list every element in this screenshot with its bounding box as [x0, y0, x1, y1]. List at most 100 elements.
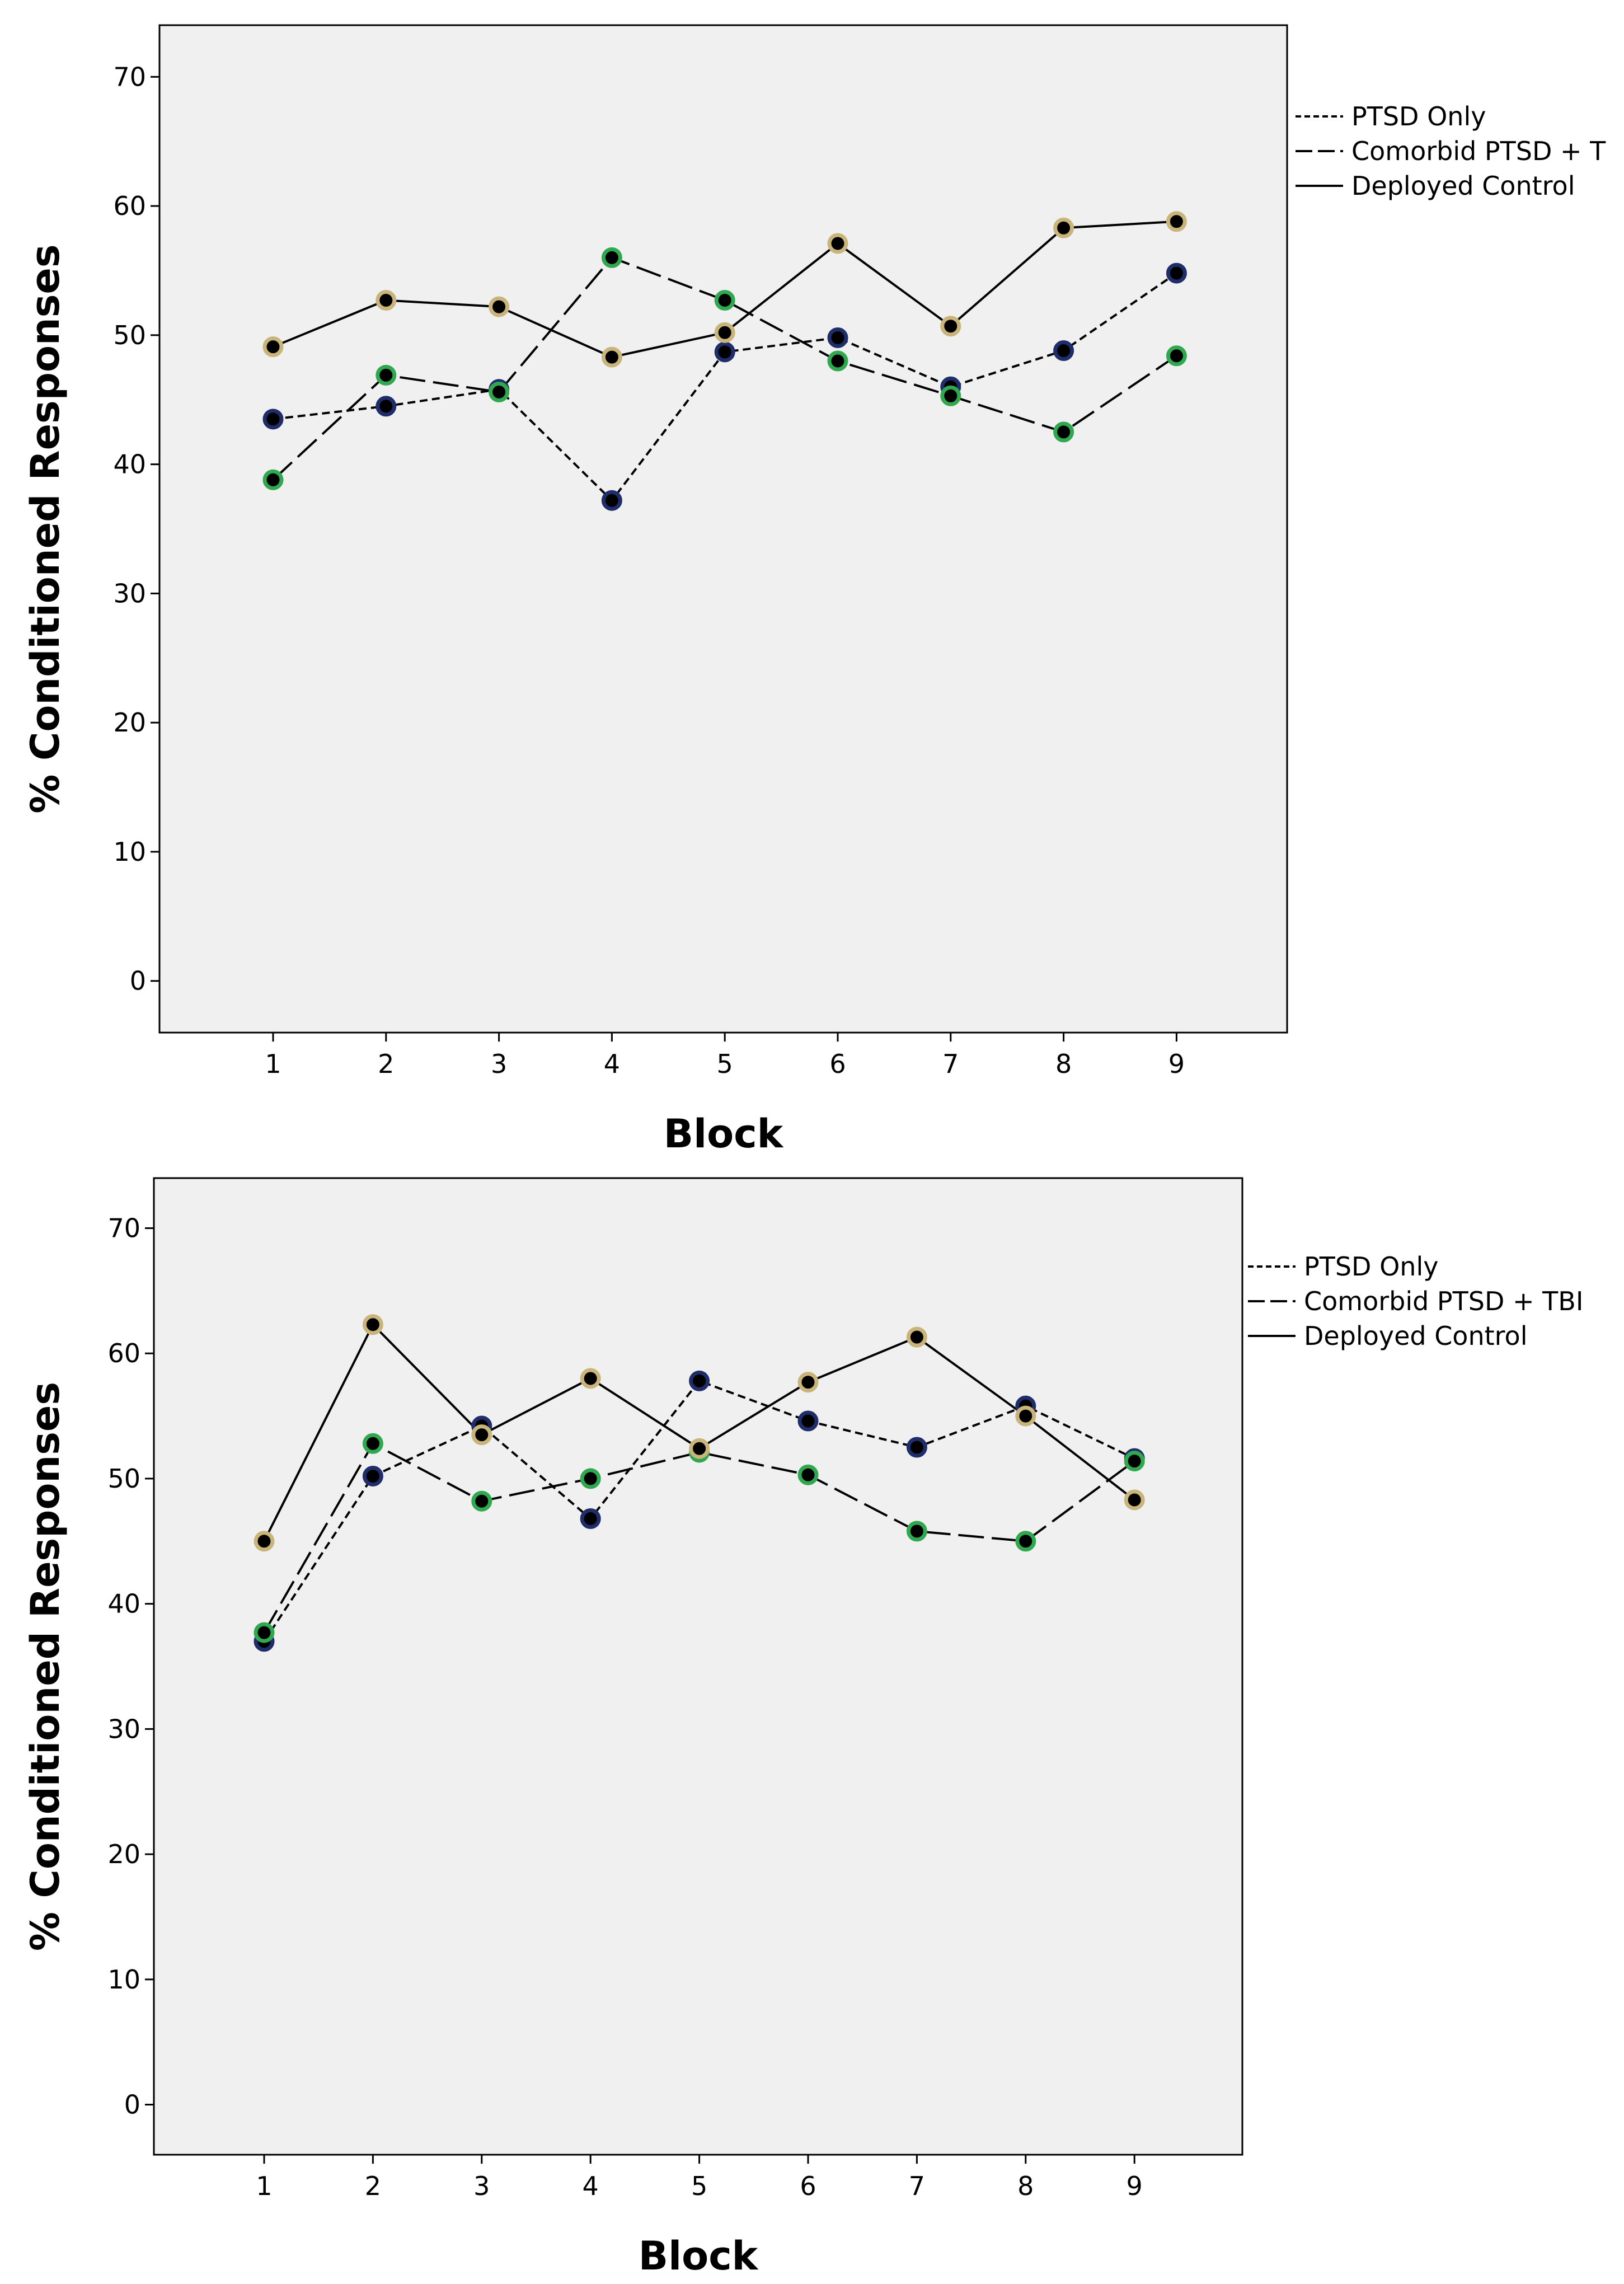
point-s1-b2: [362, 1465, 383, 1486]
point-s2-b9: [1166, 345, 1187, 367]
point-s1-b8: [1053, 340, 1074, 362]
y-tick-label-20: 20: [113, 707, 146, 738]
x-tick-label-9: 9: [1127, 2171, 1143, 2201]
y-axis-title: % Conditioned Responses: [22, 244, 68, 813]
series-line-1: [263, 1380, 1135, 1642]
point-s2-b6: [827, 350, 848, 372]
legend: PTSD Only Comorbid PTSD + TBI Deployed Con…: [1245, 1245, 1624, 1363]
legend-label-1: PTSD Only: [1304, 1251, 1438, 1282]
y-axis-title: % Conditioned Responses: [22, 1382, 68, 1951]
point-s2-b8: [1015, 1531, 1036, 1552]
point-s3-b4: [580, 1368, 601, 1389]
plot-area: [158, 24, 1288, 1034]
point-s2-b3: [471, 1490, 492, 1512]
y-tick-label-50: 50: [107, 1464, 140, 1494]
x-tick-label-8: 8: [1017, 2171, 1034, 2201]
point-s1-b4: [601, 490, 622, 511]
series-line-2: [272, 256, 1177, 481]
x-tick-label-4: 4: [604, 1049, 620, 1079]
legend-label-2: Comorbid PTSD + TBI: [1304, 1286, 1583, 1316]
y-tick-label-20: 20: [107, 1839, 140, 1869]
x-tick-label-8: 8: [1055, 1049, 1072, 1079]
x-tick-label-1: 1: [265, 1049, 281, 1079]
point-s3-b3: [489, 296, 510, 317]
y-tick-label-60: 60: [113, 191, 146, 221]
x-tick-label-5: 5: [691, 2171, 707, 2201]
point-s2-b4: [580, 1468, 601, 1489]
chart-1: 0 10 20 30 40 50 60 70 1 2 3 4 5 6 7 8 9 Block % Condition…: [22, 24, 1624, 1157]
legend: PTSD Only Comorbid PTSD + T Deployed Contr…: [1293, 95, 1624, 221]
x-tick-label-5: 5: [717, 1049, 733, 1079]
y-tick-label-70: 70: [107, 1213, 140, 1243]
chart-2: 0 10 20 30 40 50 60 70 1 2 3 4 5 6 7 8 9 Block % Condition…: [22, 1177, 1624, 2279]
point-s2-b9: [1124, 1451, 1145, 1472]
point-s1-b2: [376, 396, 397, 417]
point-s3-b2: [362, 1314, 383, 1335]
x-tick-label-3: 3: [491, 1049, 507, 1079]
y-tick-label-40: 40: [113, 449, 146, 480]
point-s3-b9: [1166, 211, 1187, 232]
point-s3-b4: [601, 346, 622, 368]
point-s2-b6: [797, 1464, 819, 1485]
point-s3-b3: [471, 1424, 492, 1446]
point-s2-b7: [940, 385, 961, 406]
legend-label-1: PTSD Only: [1351, 101, 1486, 132]
x-tick-label-9: 9: [1168, 1049, 1185, 1079]
x-tick-label-4: 4: [583, 2171, 599, 2201]
legend-label-2: Comorbid PTSD + T: [1351, 136, 1606, 166]
point-s3-b1: [254, 1531, 275, 1552]
point-s1-b6: [827, 327, 848, 348]
y-tick-label-60: 60: [107, 1338, 140, 1368]
x-tick-label-7: 7: [909, 2171, 925, 2201]
y-tick-label-0: 0: [124, 2090, 140, 2120]
y-tick-label-10: 10: [107, 1964, 140, 1995]
point-s3-b5: [714, 322, 735, 343]
y-tick-label-70: 70: [113, 62, 146, 92]
point-s2-b4: [601, 247, 622, 268]
x-tick-label-1: 1: [256, 2171, 272, 2201]
point-s3-b1: [262, 336, 284, 358]
point-s1-b7: [906, 1437, 927, 1458]
point-s2-b5: [714, 290, 735, 311]
point-s1-b9: [1166, 262, 1187, 284]
point-s3-b2: [376, 290, 397, 311]
y-tick-label-50: 50: [113, 320, 146, 350]
point-s1-b4: [580, 1508, 601, 1530]
point-s2-b3: [489, 381, 510, 402]
y-tick-label-30: 30: [113, 578, 146, 608]
point-s2-b1: [262, 469, 284, 490]
x-axis-title: Block: [664, 1111, 784, 1157]
y-tick-label-10: 10: [113, 837, 146, 867]
x-tick-label-6: 6: [829, 1049, 846, 1079]
x-tick-label-6: 6: [800, 2171, 816, 2201]
point-s3-b8: [1015, 1405, 1036, 1427]
point-s3-b9: [1124, 1489, 1145, 1511]
point-s2-b8: [1053, 421, 1074, 443]
y-tick-label-40: 40: [107, 1589, 140, 1619]
point-s1-b6: [797, 1410, 819, 1432]
legend-box: [1293, 95, 1624, 221]
point-s1-b5: [689, 1370, 710, 1391]
legend-box: [1245, 1245, 1624, 1363]
series-line-2: [263, 1442, 1135, 1634]
plot-area: [153, 1177, 1243, 2156]
point-s2-b2: [376, 364, 397, 386]
point-s2-b7: [906, 1521, 927, 1542]
point-s3-b6: [827, 233, 848, 254]
point-s3-b6: [797, 1372, 819, 1393]
point-s3-b7: [906, 1326, 927, 1348]
legend-label-3: Deployed Control: [1304, 1321, 1527, 1351]
y-tick-label-30: 30: [107, 1714, 140, 1744]
point-s3-b7: [940, 316, 961, 337]
x-tick-label-2: 2: [378, 1049, 394, 1079]
legend-label-3: Deployed Control: [1351, 171, 1575, 201]
point-s1-b5: [714, 341, 735, 363]
x-tick-label-2: 2: [365, 2171, 381, 2201]
point-s3-b8: [1053, 217, 1074, 238]
point-s1-b1: [262, 409, 284, 430]
y-tick-label-0: 0: [130, 966, 146, 996]
x-tick-label-7: 7: [942, 1049, 959, 1079]
point-s2-b2: [362, 1433, 383, 1454]
x-axis-title: Block: [639, 2233, 759, 2279]
